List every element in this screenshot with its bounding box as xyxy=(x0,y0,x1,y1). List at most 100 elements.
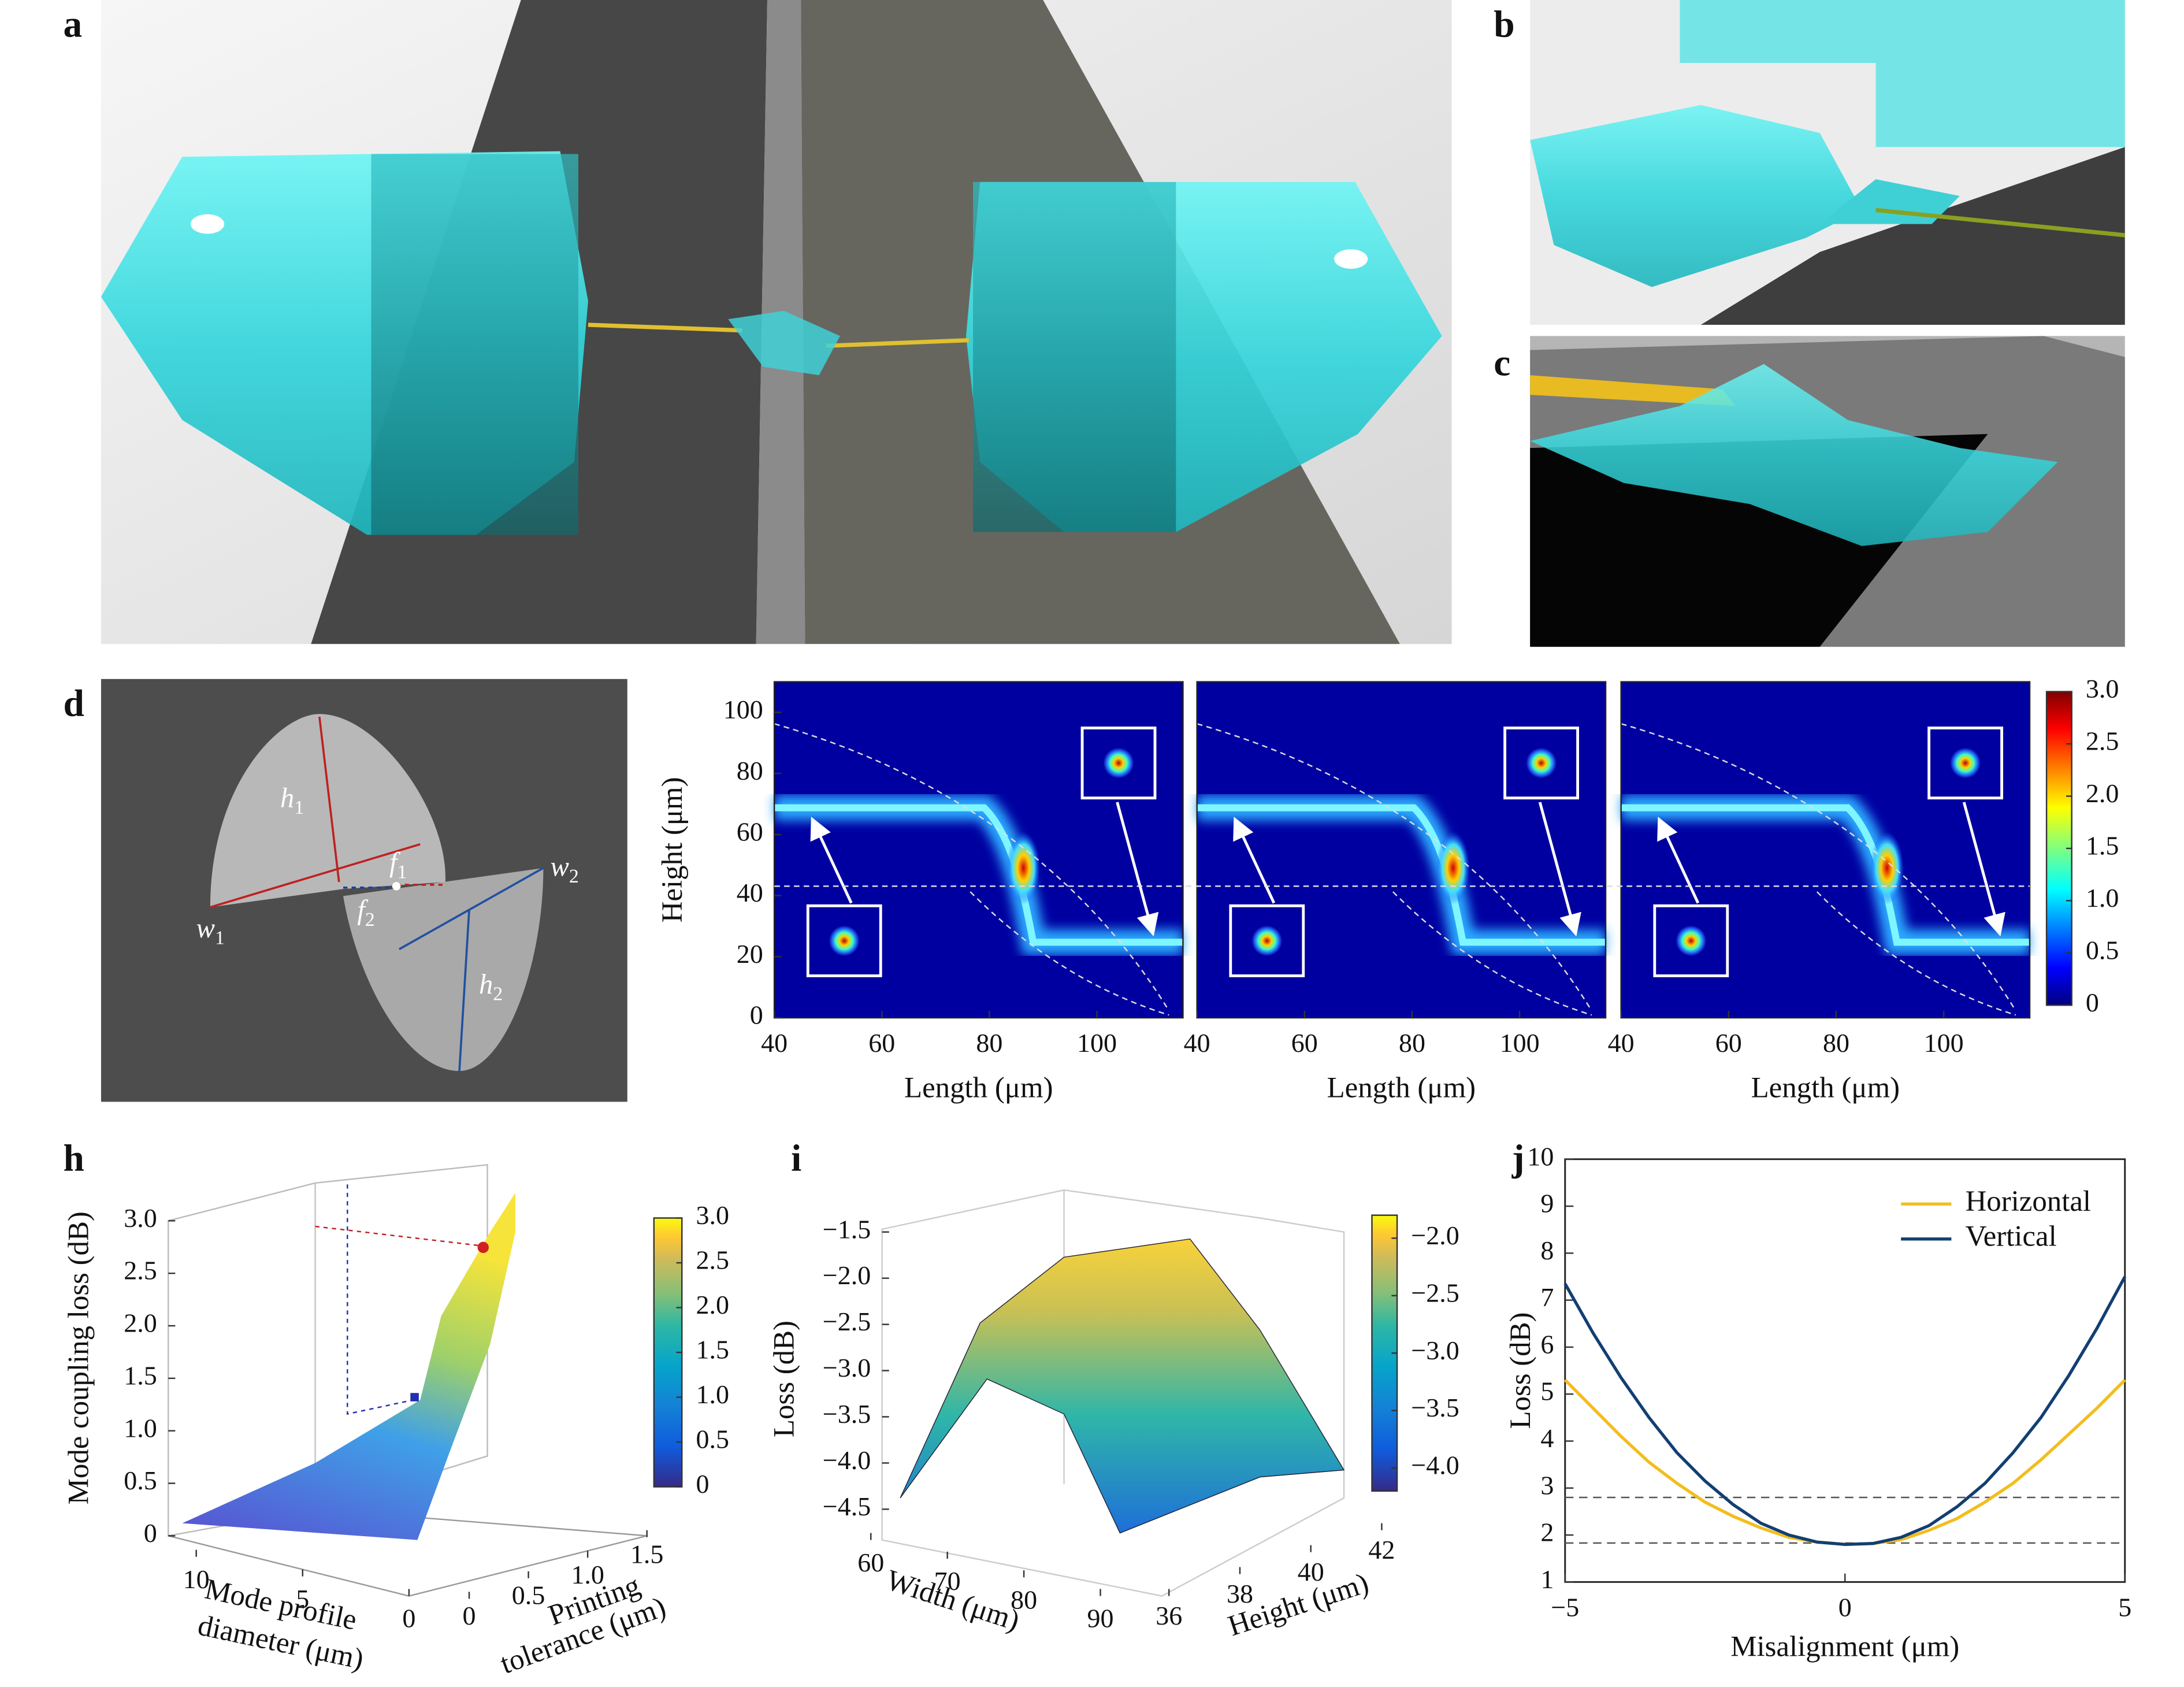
colorbar-tick-label: 0.5 xyxy=(696,1425,729,1454)
inset-spot xyxy=(1251,925,1283,956)
render-h xyxy=(168,1164,647,1597)
guide-curve xyxy=(1816,891,2016,1016)
label-subscript: 2 xyxy=(569,866,579,887)
y-tick-label: 100 xyxy=(723,695,763,724)
x-axis-label: Length (μm) xyxy=(904,1072,1053,1104)
z-tick-label: 1.5 xyxy=(124,1360,157,1390)
z-axis-label: Mode coupling loss (dB) xyxy=(63,1211,95,1504)
inset-box xyxy=(1653,904,1729,977)
inset-box xyxy=(1080,726,1157,800)
z-tick-label: −2.0 xyxy=(823,1260,871,1290)
x-axis-label: Length (μm) xyxy=(1327,1072,1476,1104)
hot-spot xyxy=(1870,831,1904,904)
x-tick-label: 0 xyxy=(402,1604,415,1633)
y-tick-label: 20 xyxy=(737,939,763,969)
y-tick-label: 1 xyxy=(1540,1564,1554,1594)
colorbar-tick-label: −2.0 xyxy=(1411,1221,1459,1250)
heatmap-bg xyxy=(1197,681,1606,1018)
heatmap-bg xyxy=(774,681,1183,1018)
y-tick-label: 40 xyxy=(1298,1557,1324,1586)
x-tick-label: 5 xyxy=(2118,1592,2131,1622)
x-tick-label: 90 xyxy=(1087,1604,1114,1633)
colorbar-tick-label: −3.0 xyxy=(1411,1336,1459,1365)
inset-box xyxy=(1229,904,1305,977)
y-tick-label: 8 xyxy=(1540,1236,1554,1265)
hot-spot xyxy=(1006,831,1041,904)
arrow xyxy=(1538,802,1581,937)
arrow xyxy=(1657,817,1700,904)
y-tick-label: 6 xyxy=(1540,1329,1554,1359)
hot-spot xyxy=(1436,831,1470,904)
heatmap xyxy=(1621,681,2030,1018)
arrow xyxy=(1233,817,1276,904)
x-tick-label: 70 xyxy=(934,1566,961,1596)
panel-label: h xyxy=(64,1138,84,1180)
z-tick-label: 2.0 xyxy=(124,1308,157,1338)
label-base: h xyxy=(280,783,294,814)
y-tick-label: 1.5 xyxy=(630,1539,664,1569)
inset-spot xyxy=(1103,747,1134,778)
panel-label: c xyxy=(1494,343,1510,384)
render-a xyxy=(101,0,1452,644)
x-tick-label: 40 xyxy=(1608,1028,1635,1058)
x-tick-label: 80 xyxy=(1011,1585,1037,1614)
y-tick-label: 0 xyxy=(463,1601,476,1630)
y-tick-label: 80 xyxy=(737,756,763,785)
y-tick-label: 3 xyxy=(1540,1470,1554,1500)
render-d xyxy=(101,678,627,1102)
y-tick-label: 1.0 xyxy=(571,1560,604,1589)
x-axis-label: Misalignment (μm) xyxy=(1730,1630,1959,1663)
label-base: w xyxy=(551,851,569,882)
z-tick-label: −4.5 xyxy=(823,1492,871,1521)
x-tick-label: 40 xyxy=(761,1028,788,1058)
legend-label: Horizontal xyxy=(1966,1185,2092,1218)
y-tick-label: 9 xyxy=(1540,1189,1554,1218)
plot-frame xyxy=(773,681,1184,1019)
panel-label: a xyxy=(64,3,83,45)
y-tick-label: 0.5 xyxy=(512,1580,545,1610)
inset-box xyxy=(806,904,882,977)
colorbar-tick-label: 1.5 xyxy=(2086,831,2119,861)
arrow xyxy=(1962,802,2005,937)
render-b xyxy=(1530,0,2126,325)
x-tick-label: 80 xyxy=(1399,1028,1425,1058)
x-tick-label: 100 xyxy=(1077,1028,1117,1058)
x-tick-label: 40 xyxy=(1184,1028,1210,1058)
y-tick-label: 60 xyxy=(737,817,763,847)
z-axis-label: Loss (dB) xyxy=(768,1321,801,1437)
y-tick-label: 38 xyxy=(1227,1579,1253,1608)
y-tick-label: 4 xyxy=(1540,1423,1554,1453)
arrow xyxy=(1116,802,1159,937)
x-tick-label: 60 xyxy=(868,1028,895,1058)
heatmap-bg xyxy=(1621,681,2030,1018)
diagram-label: h2 xyxy=(479,969,503,1004)
plot-frame xyxy=(1196,681,1607,1019)
inset-spot xyxy=(1525,747,1557,778)
label-subscript: 2 xyxy=(493,983,503,1004)
x-tick-label: 60 xyxy=(1291,1028,1318,1058)
x-axis-label: Length (μm) xyxy=(1751,1072,1900,1104)
label-subscript: 1 xyxy=(215,927,225,948)
y-tick-label: 0 xyxy=(750,1000,763,1030)
guide-curve xyxy=(1392,891,1592,1016)
panel-label: j xyxy=(1511,1138,1525,1180)
colorbar-tick-label: 1.5 xyxy=(696,1335,729,1365)
z-tick-label: −2.5 xyxy=(823,1307,871,1336)
x-tick-label: 60 xyxy=(1715,1028,1742,1058)
z-tick-label: 1.0 xyxy=(124,1413,157,1443)
z-tick-label: −3.0 xyxy=(823,1353,871,1382)
x-tick-label: 5 xyxy=(296,1584,309,1614)
colorbar-tick-label: 0 xyxy=(696,1469,709,1499)
x-tick-label: 100 xyxy=(1500,1028,1540,1058)
diagram-label: h1 xyxy=(280,783,304,818)
x-tick-label: 80 xyxy=(1823,1028,1849,1058)
panel-label: i xyxy=(791,1138,801,1180)
colorbar-tick-label: 1.0 xyxy=(696,1380,729,1409)
x-tick-label: 60 xyxy=(857,1548,884,1577)
colorbar-tick-label: 2.5 xyxy=(696,1245,729,1275)
inset-spot xyxy=(1949,747,1981,778)
render-c xyxy=(1530,336,2125,647)
colorbar-tick-label: 0 xyxy=(2086,988,2099,1017)
render-i xyxy=(881,1189,1345,1597)
